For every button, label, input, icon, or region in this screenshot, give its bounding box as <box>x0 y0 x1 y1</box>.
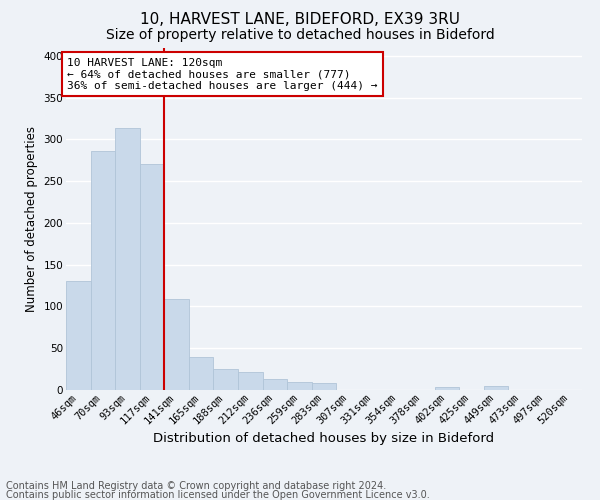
Bar <box>263 379 287 390</box>
Bar <box>66 282 91 390</box>
Bar <box>484 386 508 390</box>
Bar <box>164 299 189 390</box>
Bar <box>214 369 238 390</box>
Bar <box>140 164 164 390</box>
Bar <box>91 151 115 390</box>
X-axis label: Distribution of detached houses by size in Bideford: Distribution of detached houses by size … <box>154 432 494 445</box>
Y-axis label: Number of detached properties: Number of detached properties <box>25 126 38 312</box>
Bar <box>115 128 140 390</box>
Text: Contains HM Land Registry data © Crown copyright and database right 2024.: Contains HM Land Registry data © Crown c… <box>6 481 386 491</box>
Text: 10 HARVEST LANE: 120sqm
← 64% of detached houses are smaller (777)
36% of semi-d: 10 HARVEST LANE: 120sqm ← 64% of detache… <box>67 58 378 90</box>
Text: Size of property relative to detached houses in Bideford: Size of property relative to detached ho… <box>106 28 494 42</box>
Bar <box>287 382 312 390</box>
Text: Contains public sector information licensed under the Open Government Licence v3: Contains public sector information licen… <box>6 490 430 500</box>
Bar <box>238 372 263 390</box>
Bar <box>312 384 336 390</box>
Bar <box>189 356 214 390</box>
Text: 10, HARVEST LANE, BIDEFORD, EX39 3RU: 10, HARVEST LANE, BIDEFORD, EX39 3RU <box>140 12 460 28</box>
Bar <box>434 386 459 390</box>
